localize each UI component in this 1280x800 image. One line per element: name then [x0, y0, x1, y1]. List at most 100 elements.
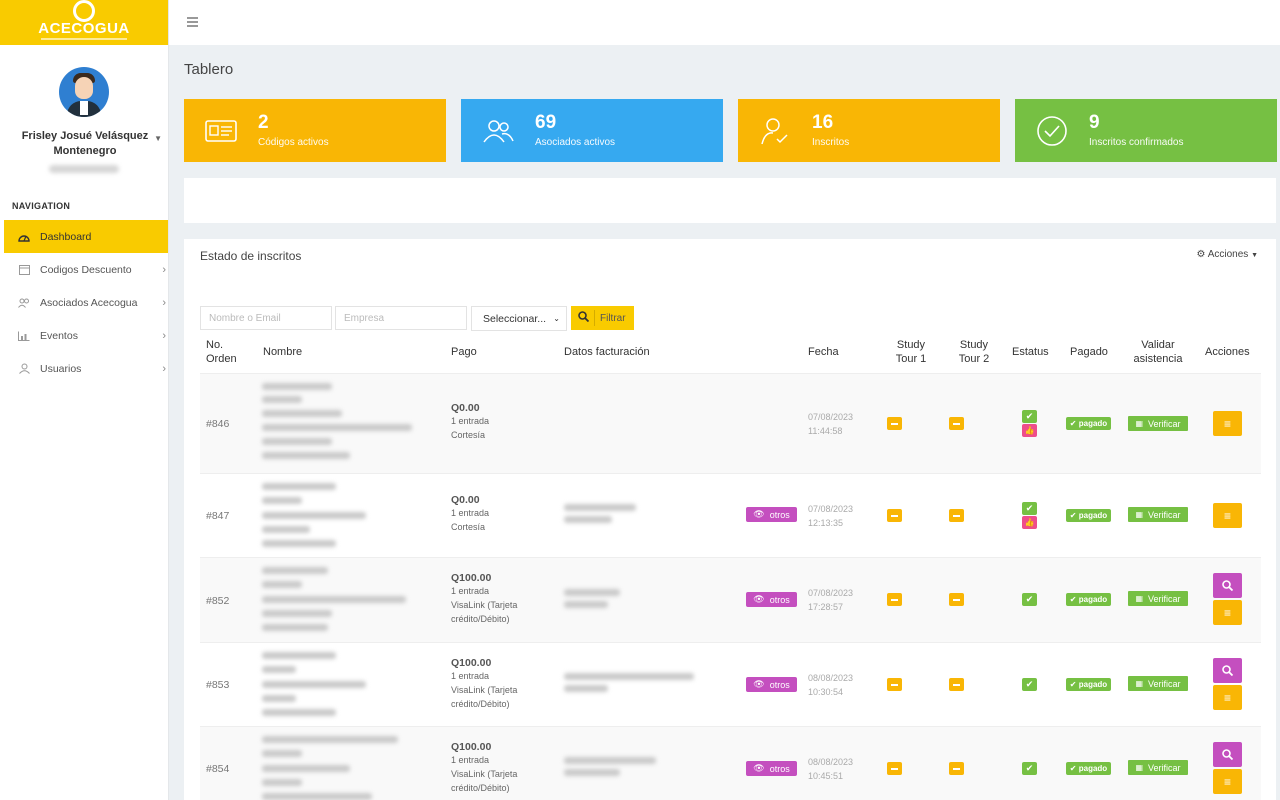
- sidebar-item-usuarios[interactable]: Usuarios ›: [4, 352, 168, 385]
- thumbs-up-icon[interactable]: 👍: [1022, 424, 1037, 437]
- check-icon[interactable]: ✔: [1022, 762, 1037, 775]
- caret-down-icon[interactable]: ▼: [154, 134, 162, 143]
- billing-redacted: [564, 769, 620, 776]
- check-icon[interactable]: ✔: [1022, 678, 1037, 691]
- otros-button[interactable]: 👁 otros: [746, 507, 797, 522]
- col-fecha: Fecha: [808, 346, 839, 358]
- menu-icon[interactable]: ≡: [1213, 600, 1242, 625]
- check-icon[interactable]: ✔: [1022, 502, 1037, 515]
- order-number[interactable]: #846: [206, 418, 230, 430]
- verificar-button[interactable]: ▦ Verificar: [1128, 507, 1188, 522]
- gear-icon: ⚙: [1196, 249, 1206, 260]
- pago-method-detail: crédito/Débito): [451, 783, 510, 793]
- user-profile: Frisley Josué Velásquez Montenegro ▼: [0, 45, 168, 173]
- pago-entries: 1 entrada: [451, 671, 490, 681]
- pago-method-detail: crédito/Débito): [451, 699, 510, 709]
- verificar-button[interactable]: ▦ Verificar: [1128, 416, 1188, 431]
- redacted-line: [262, 567, 328, 574]
- sidebar-item-label: Eventos: [40, 329, 78, 342]
- calendar-icon: [18, 264, 30, 276]
- search-icon[interactable]: [1213, 573, 1242, 598]
- pago-amount: Q0.00: [451, 494, 480, 506]
- redacted-line: [262, 779, 302, 786]
- order-number[interactable]: #854: [206, 763, 230, 775]
- redacted-line: [262, 765, 350, 772]
- sidebar-item-eventos[interactable]: Eventos ›: [4, 319, 168, 352]
- check-icon[interactable]: ✔: [1022, 410, 1037, 423]
- pago-amount: Q100.00: [451, 572, 492, 584]
- redacted-line: [262, 438, 332, 445]
- sidebar-item-dashboard[interactable]: Dashboard: [4, 220, 168, 253]
- actions-dropdown[interactable]: ⚙ Acciones ▼: [1197, 249, 1259, 260]
- check-icon[interactable]: ✔: [1022, 593, 1037, 606]
- date: 07/08/2023: [808, 412, 854, 422]
- study-tour-2-status[interactable]: [949, 678, 964, 691]
- order-number[interactable]: #852: [206, 595, 230, 607]
- pago-amount: Q100.00: [451, 657, 492, 669]
- search-icon[interactable]: [1213, 658, 1242, 683]
- sidebar-item-codigos[interactable]: Codigos Descuento ›: [4, 253, 168, 286]
- otros-button[interactable]: 👁 otros: [746, 592, 797, 607]
- brand-logo[interactable]: ACECOGUA: [0, 0, 168, 45]
- verificar-label: Verificar: [1148, 593, 1181, 604]
- menu-icon[interactable]: ≡: [1213, 685, 1242, 710]
- verificar-button[interactable]: ▦ Verificar: [1128, 591, 1188, 606]
- col-pagado: Pagado: [1070, 346, 1108, 358]
- verificar-button[interactable]: ▦ Verificar: [1128, 760, 1188, 775]
- study-tour-2-status[interactable]: [949, 509, 964, 522]
- otros-button[interactable]: 👁 otros: [746, 677, 797, 692]
- company-input[interactable]: [335, 306, 467, 330]
- menu-icon[interactable]: ≡: [1213, 503, 1242, 528]
- hamburger-menu-icon[interactable]: [187, 17, 198, 27]
- user-check-icon: [738, 116, 812, 146]
- qr-icon: ▦: [1135, 679, 1144, 688]
- date: 07/08/2023: [808, 504, 854, 514]
- filter-button[interactable]: Filtrar: [571, 306, 634, 330]
- verificar-label: Verificar: [1148, 762, 1181, 773]
- eye-icon: 👁: [753, 679, 765, 689]
- menu-icon[interactable]: ≡: [1213, 769, 1242, 794]
- pagado-label: pagado: [1078, 419, 1108, 428]
- pagado-badge: ✔ pagado: [1066, 417, 1111, 430]
- avatar[interactable]: [59, 67, 109, 117]
- qr-icon: ▦: [1135, 510, 1144, 519]
- logo-icon: [73, 0, 95, 22]
- study-tour-2-status[interactable]: [949, 762, 964, 775]
- redacted-line: [262, 596, 406, 603]
- study-tour-1-status[interactable]: [887, 762, 902, 775]
- stat-label: Inscritos confirmados: [1089, 137, 1184, 148]
- thumbs-up-icon[interactable]: 👍: [1022, 516, 1037, 529]
- billing-redacted: [564, 516, 612, 523]
- status-select[interactable]: Seleccionar... ⌄: [471, 306, 567, 331]
- study-tour-1-status[interactable]: [887, 593, 902, 606]
- otros-button[interactable]: 👁 otros: [746, 761, 797, 776]
- verificar-button[interactable]: ▦ Verificar: [1128, 676, 1188, 691]
- name-email-input[interactable]: [200, 306, 332, 330]
- sidebar-item-asociados[interactable]: Asociados Acecogua ›: [4, 286, 168, 319]
- redacted-line: [262, 424, 412, 431]
- study-tour-2-status[interactable]: [949, 593, 964, 606]
- order-number[interactable]: #853: [206, 679, 230, 691]
- pago-method: VisaLink (Tarjeta: [451, 600, 518, 610]
- stat-card-codigos: 2 Códigos activos: [184, 99, 446, 162]
- study-tour-1-status[interactable]: [887, 509, 902, 522]
- chevron-right-icon: ›: [162, 329, 166, 342]
- stat-value: 16: [812, 112, 834, 133]
- otros-label: otros: [769, 509, 790, 520]
- order-number[interactable]: #847: [206, 510, 230, 522]
- pago-entries: 1 entrada: [451, 586, 490, 596]
- pagado-badge: ✔ pagado: [1066, 593, 1111, 606]
- pago-method: Cortesía: [451, 430, 486, 440]
- user-name-text: Frisley Josué Velásquez Montenegro: [21, 130, 149, 157]
- study-tour-2-status[interactable]: [949, 417, 964, 430]
- pago-cell: Q0.00 1 entrada Cortesía: [451, 494, 489, 534]
- user-name[interactable]: Frisley Josué Velásquez Montenegro ▼: [0, 129, 168, 159]
- search-icon[interactable]: [1213, 742, 1242, 767]
- table-row: #847 Q0.00 1 entrada Cortesía 👁 otros 07…: [200, 473, 1261, 557]
- study-tour-1-status[interactable]: [887, 417, 902, 430]
- billing-redacted: [564, 589, 620, 596]
- study-tour-1-status[interactable]: [887, 678, 902, 691]
- qr-icon: ▦: [1135, 594, 1144, 603]
- stat-card-inscritos: 16 Inscritos: [738, 99, 1000, 162]
- menu-icon[interactable]: ≡: [1213, 411, 1242, 436]
